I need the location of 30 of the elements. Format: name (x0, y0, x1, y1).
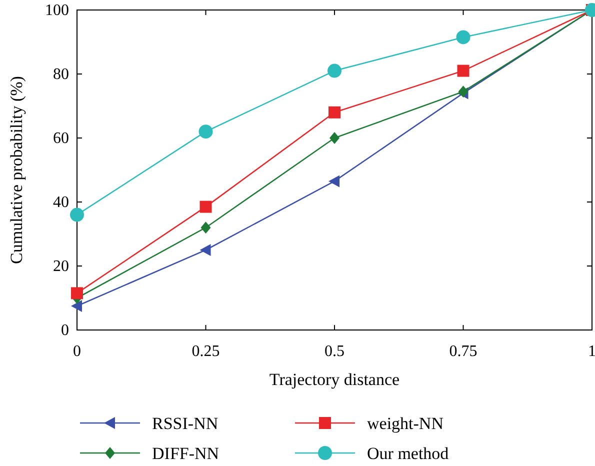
point (200, 222, 211, 234)
x-axis-title: Trajectory distance (269, 370, 400, 389)
x-tick-label: 0 (73, 343, 81, 360)
x-tick-label: 0.25 (192, 343, 220, 360)
point (198, 124, 213, 139)
point (70, 208, 84, 222)
point (457, 64, 470, 77)
y-tick-label: 40 (53, 194, 69, 211)
y-axis-title: Cumulative probability (%) (7, 76, 26, 264)
point (71, 287, 83, 300)
y-tick-label: 20 (53, 258, 69, 275)
x-tick-label: 0.75 (449, 343, 478, 360)
legend-label: DIFF-NN (152, 444, 220, 463)
point (200, 200, 212, 213)
point (71, 300, 82, 312)
y-tick-label: 60 (53, 130, 69, 147)
x-tick-label: 1 (588, 343, 595, 360)
y-tick-label: 100 (45, 2, 69, 19)
y-tick-label: 0 (61, 322, 69, 339)
point (328, 175, 340, 188)
x-tick-label: 0.5 (324, 343, 344, 360)
point (200, 244, 211, 256)
point (456, 30, 470, 44)
legend-label: weight-NN (367, 414, 444, 433)
y-tick-label: 80 (53, 66, 69, 83)
point (330, 132, 340, 144)
point (328, 64, 342, 78)
point (328, 106, 340, 118)
legend-label: Our method (367, 444, 450, 463)
legend-label: RSSI-NN (152, 414, 218, 433)
